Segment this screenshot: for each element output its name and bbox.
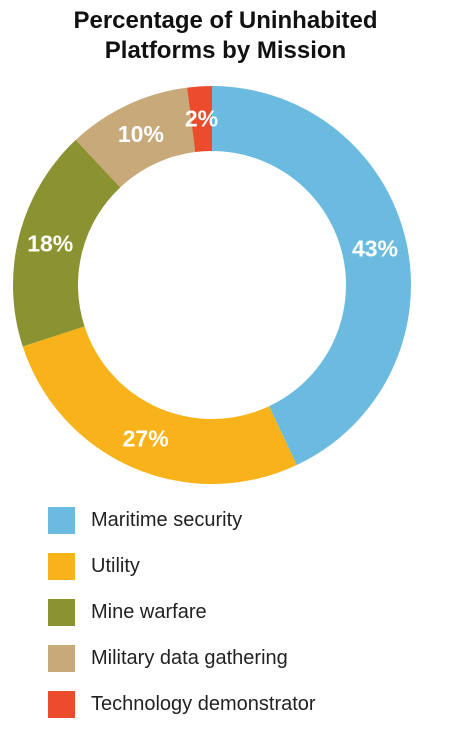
slice-label-military-data-gathering: 10% bbox=[118, 121, 164, 147]
chart-title: Percentage of Uninhabited Platforms by M… bbox=[0, 6, 451, 66]
chart-title-line-2: Platforms by Mission bbox=[104, 37, 347, 64]
legend-swatch bbox=[48, 644, 75, 672]
chart-title-line-1: Percentage of Uninhabited bbox=[73, 7, 378, 34]
legend-item-maritime-security: Maritime security bbox=[48, 506, 316, 534]
legend-label: Maritime security bbox=[91, 508, 243, 531]
slice-military-data-gathering bbox=[75, 87, 196, 188]
legend-swatch bbox=[48, 598, 75, 626]
legend: Maritime security Utility Mine warfare M… bbox=[48, 506, 316, 736]
legend-item-mine-warfare: Mine warfare bbox=[48, 598, 316, 626]
legend-swatch bbox=[48, 506, 75, 534]
legend-item-military-data-gathering: Military data gathering bbox=[48, 644, 316, 672]
legend-swatch bbox=[48, 552, 75, 580]
legend-label: Mine warfare bbox=[91, 600, 207, 623]
legend-label: Military data gathering bbox=[91, 646, 288, 669]
slice-label-technology-demonstrator: 2% bbox=[185, 105, 218, 131]
legend-swatch bbox=[48, 690, 75, 718]
slice-label-mine-warfare: 18% bbox=[27, 230, 73, 256]
slice-utility bbox=[22, 326, 297, 484]
legend-label: Technology demonstrator bbox=[91, 692, 316, 715]
slice-label-utility: 27% bbox=[123, 425, 169, 451]
slice-mine-warfare bbox=[13, 139, 121, 347]
slice-maritime-security bbox=[212, 86, 411, 466]
donut-chart: 43% 27% 18% 10% 2% bbox=[13, 86, 411, 484]
slice-label-maritime-security: 43% bbox=[352, 236, 398, 262]
slice-technology-demonstrator bbox=[187, 86, 212, 153]
legend-item-technology-demonstrator: Technology demonstrator bbox=[48, 690, 316, 718]
legend-item-utility: Utility bbox=[48, 552, 316, 580]
legend-label: Utility bbox=[91, 554, 140, 577]
